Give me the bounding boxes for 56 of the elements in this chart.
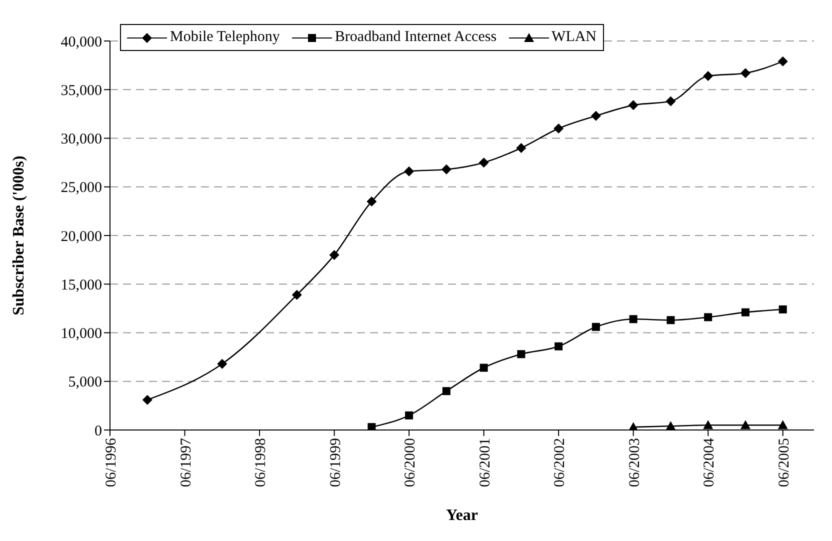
y-axis-title: Subscriber Base ('000s) (10, 156, 28, 316)
point (629, 315, 638, 324)
point (292, 290, 302, 300)
point (666, 96, 676, 106)
point (441, 164, 452, 174)
x-axis-title: Year (446, 507, 478, 524)
point (666, 421, 676, 430)
y-tick-label: 25,000 (60, 180, 102, 196)
point (442, 387, 450, 396)
y-tick-label: 30,000 (60, 132, 102, 148)
x-tick-label: 06/2003 (626, 438, 643, 488)
point (592, 322, 600, 331)
point (590, 110, 601, 121)
point (703, 420, 714, 430)
point (478, 158, 489, 168)
point (329, 250, 340, 260)
x-tick-label: 06/2002 (552, 438, 568, 488)
point (517, 350, 526, 358)
x-tick-label: 06/1999 (328, 438, 344, 488)
point (778, 305, 787, 314)
point (741, 308, 750, 316)
x-tick-label: 06/1996 (104, 438, 120, 488)
point (480, 364, 488, 372)
point (554, 342, 563, 350)
point (366, 196, 377, 206)
point (404, 166, 414, 176)
point (217, 358, 228, 369)
y-tick-label: 10,000 (60, 326, 102, 342)
y-tick-label: 5,000 (68, 374, 102, 391)
point (778, 420, 788, 430)
point (516, 142, 526, 153)
point (666, 316, 675, 324)
point (142, 394, 152, 405)
point (740, 68, 750, 78)
point (628, 100, 638, 110)
y-tick-label: 20,000 (60, 228, 102, 245)
y-tick-label: 35,000 (60, 82, 102, 99)
y-tick-label: 0 (94, 423, 102, 440)
point (740, 420, 750, 430)
point (778, 56, 788, 66)
point (405, 411, 414, 420)
point (554, 124, 564, 134)
point (704, 313, 712, 322)
x-tick-label: 06/1998 (253, 438, 270, 488)
x-tick-label: 06/1997 (178, 438, 194, 488)
y-tick-label: 15,000 (60, 277, 102, 294)
point (368, 423, 376, 430)
x-tick-label: 06/2005 (776, 438, 792, 488)
legend-label: Broadband Internet Access (334, 29, 497, 46)
legend-label: Mobile Telephony (170, 29, 280, 46)
y-tick-label: 40,000 (60, 34, 102, 50)
x-tick-label: 06/2001 (477, 438, 494, 488)
x-tick-label: 06/2000 (402, 438, 419, 488)
point (703, 71, 714, 82)
legend-label: WLAN (552, 29, 597, 46)
x-tick-label: 06/2004 (702, 438, 718, 488)
